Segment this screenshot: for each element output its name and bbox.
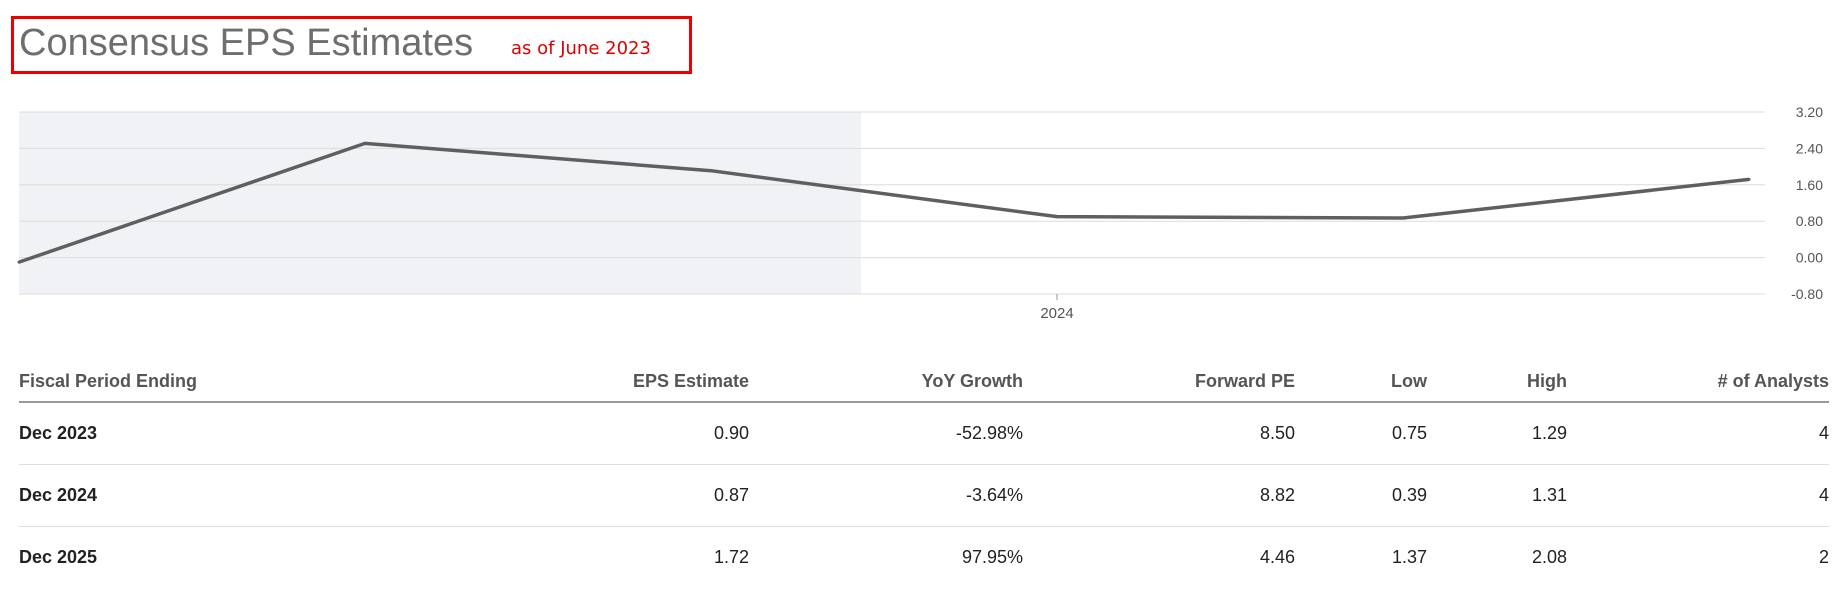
high-cell: 2.08 — [1531, 547, 1567, 567]
y-tick-label: 0.80 — [1796, 213, 1823, 229]
low-cell: 0.75 — [1295, 402, 1427, 465]
x-tick-label: 2024 — [1040, 305, 1073, 322]
table-row: Dec 2024 0.87 -3.64% 8.82 0.39 1.31 4 — [19, 464, 1829, 527]
eps-cell: 0.90 — [399, 402, 749, 465]
col-eps-estimate: EPS Estimate — [399, 361, 749, 403]
eps-cell: 0.87 — [399, 464, 749, 527]
period-cell: Dec 2024 — [19, 464, 399, 527]
y-tick-label: 0.00 — [1796, 250, 1823, 266]
col-analysts: # of Analysts — [1567, 361, 1829, 403]
yoy-cell: 97.95% — [961, 547, 1023, 567]
eps-point — [1055, 215, 1059, 219]
y-tick-label: 3.20 — [1796, 104, 1823, 120]
eps-point — [1747, 177, 1751, 181]
eps-cell: 1.72 — [713, 547, 749, 567]
page-title: Consensus EPS Estimates — [19, 22, 474, 64]
col-yoy-growth: YoY Growth — [749, 361, 1023, 403]
y-tick-label: 1.60 — [1796, 177, 1823, 193]
actuals-shade — [19, 112, 861, 294]
as-of-note: as of June 2023 — [511, 38, 651, 59]
high-cell: 1.29 — [1427, 402, 1567, 465]
eps-series-line — [18, 141, 1750, 264]
low-cell: 0.39 — [1295, 464, 1427, 527]
col-high: High — [1427, 361, 1567, 403]
eps-point — [363, 141, 367, 145]
table-header-row: Fiscal Period Ending EPS Estimate YoY Gr… — [19, 361, 1829, 403]
y-tick-label: 2.40 — [1796, 140, 1823, 156]
title-box — [11, 16, 692, 74]
analysts-cell: 4 — [1567, 402, 1829, 465]
low-cell: 1.37 — [1391, 547, 1427, 567]
col-fiscal-period: Fiscal Period Ending — [19, 361, 399, 403]
pe-cell: 8.50 — [1023, 402, 1295, 465]
table-row: Dec 2025 1.72 97.95% 4.46 1.37 2.08 2 — [19, 527, 1829, 589]
eps-estimates-table: Fiscal Period Ending EPS Estimate YoY Gr… — [19, 361, 1829, 588]
table-row: Dec 2023 0.90 -52.98% 8.50 0.75 1.29 4 — [19, 402, 1829, 465]
eps-point — [709, 169, 713, 173]
pe-cell: 4.46 — [1259, 547, 1295, 567]
y-tick-label: -0.80 — [1791, 286, 1823, 302]
high-cell: 1.31 — [1427, 464, 1567, 527]
yoy-cell: -3.64% — [749, 464, 1023, 527]
period-cell: Dec 2023 — [19, 402, 399, 465]
pe-cell: 8.82 — [1023, 464, 1295, 527]
period-cell: Dec 2025 — [19, 547, 98, 567]
eps-line-chart: 3.20 2.40 1.60 0.80 0.00 -0.80 2024 — [17, 104, 1823, 322]
col-low: Low — [1295, 361, 1427, 403]
col-forward-pe: Forward PE — [1023, 361, 1295, 403]
yoy-cell: -52.98% — [749, 402, 1023, 465]
analysts-cell: 4 — [1567, 464, 1829, 527]
eps-point — [17, 260, 21, 264]
eps-point — [1401, 216, 1405, 220]
analysts-cell: 2 — [1818, 547, 1829, 567]
